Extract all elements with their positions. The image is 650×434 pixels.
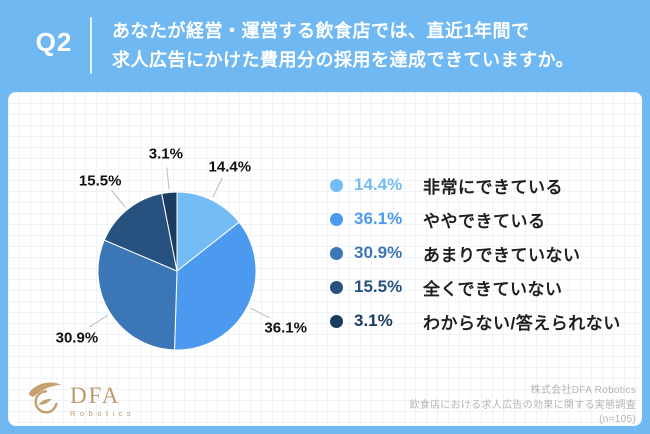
pie-leader-line-4 [166, 167, 170, 190]
legend-row-3: 15.5% 全くできていない [330, 270, 621, 304]
pie-slice-4 [161, 191, 178, 272]
legend-percent: 14.4% [354, 175, 403, 194]
question-text: あなたが経営・運営する飲食店では、直近1年間で 求人広告にかけた費用分の採用を達… [112, 17, 632, 75]
survey-credit: 株式会社DFA Robotics 飲食店における求人広告の効果に関する実態調査 … [409, 384, 636, 428]
credit-company: 株式会社DFA Robotics [530, 385, 636, 396]
pie-chart-area: 14.4% 36.1% 30.9% 15.5% 3.1% [47, 141, 307, 401]
pie-slice-3 [103, 192, 178, 272]
dfa-leaf-icon [28, 382, 62, 414]
credit-survey-title: 飲食店における求人広告の効果に関する実態調査 [409, 399, 636, 411]
legend-dot-icon [330, 246, 343, 260]
dfa-logo-text: DFA Robotics [70, 377, 135, 418]
legend-label: ややできている [423, 211, 546, 231]
legend-percent: 3.1% [354, 311, 393, 330]
pie-chart: 14.4% 36.1% 30.9% 15.5% 3.1% [56, 146, 307, 351]
pie-leader-line-1 [249, 307, 271, 319]
legend-row-0: 14.4% 非常にできている [330, 168, 621, 202]
question-line-2: 求人広告にかけた費用分の採用を達成できていますか。 [112, 50, 575, 70]
legend-row-4: 3.1% わからない/答えられない [330, 304, 621, 338]
legend-dot-icon [330, 178, 343, 192]
legend-label: 全くできていない [423, 279, 563, 299]
legend-dot-icon [330, 212, 343, 226]
credit-sample-size: (n=105) [599, 414, 636, 425]
legend-dot-icon [330, 314, 343, 328]
legend-percent: 15.5% [354, 277, 403, 296]
pie-slice-2 [97, 239, 178, 351]
pie-leader-line-3 [111, 189, 126, 208]
pie-slice-0 [176, 191, 240, 273]
pie-percent-label-3: 15.5% [79, 173, 122, 190]
legend-dot-icon [330, 280, 343, 294]
chart-legend: 14.4% 非常にできている 36.1% ややできている 30.9% あまりできていない 1… [330, 168, 621, 338]
legend-percent: 36.1% [354, 209, 403, 228]
legend-row-1: 36.1% ややできている [330, 202, 621, 236]
pie-percent-label-1: 36.1% [264, 319, 307, 336]
pie-leader-line-0 [212, 177, 223, 198]
header-bar: Q2 あなたが経営・運営する飲食店では、直近1年間で 求人広告にかけた費用分の採… [0, 0, 650, 92]
pie-slice-1 [174, 221, 257, 351]
pie-percent-label-0: 14.4% [209, 159, 252, 176]
dfa-logo-subtext: Robotics [70, 409, 136, 418]
question-line-1: あなたが経営・運営する飲食店では、直近1年間で [112, 21, 530, 41]
pie-percent-label-4: 3.1% [149, 146, 183, 163]
content-panel [8, 92, 642, 426]
pie-percent-label-2: 30.9% [56, 329, 99, 346]
legend-percent: 30.9% [354, 243, 403, 262]
dfa-logo: DFA Robotics [26, 377, 135, 419]
legend-label: わからない/答えられない [423, 313, 621, 333]
legend-label: あまりできていない [423, 245, 581, 265]
dfa-logo-name: DFA [70, 383, 121, 408]
question-number: Q2 [35, 27, 73, 57]
pie-leader-line-2 [89, 314, 109, 328]
header-divider [90, 17, 92, 74]
legend-label: 非常にできている [423, 177, 563, 197]
legend-row-2: 30.9% あまりできていない [330, 236, 621, 270]
